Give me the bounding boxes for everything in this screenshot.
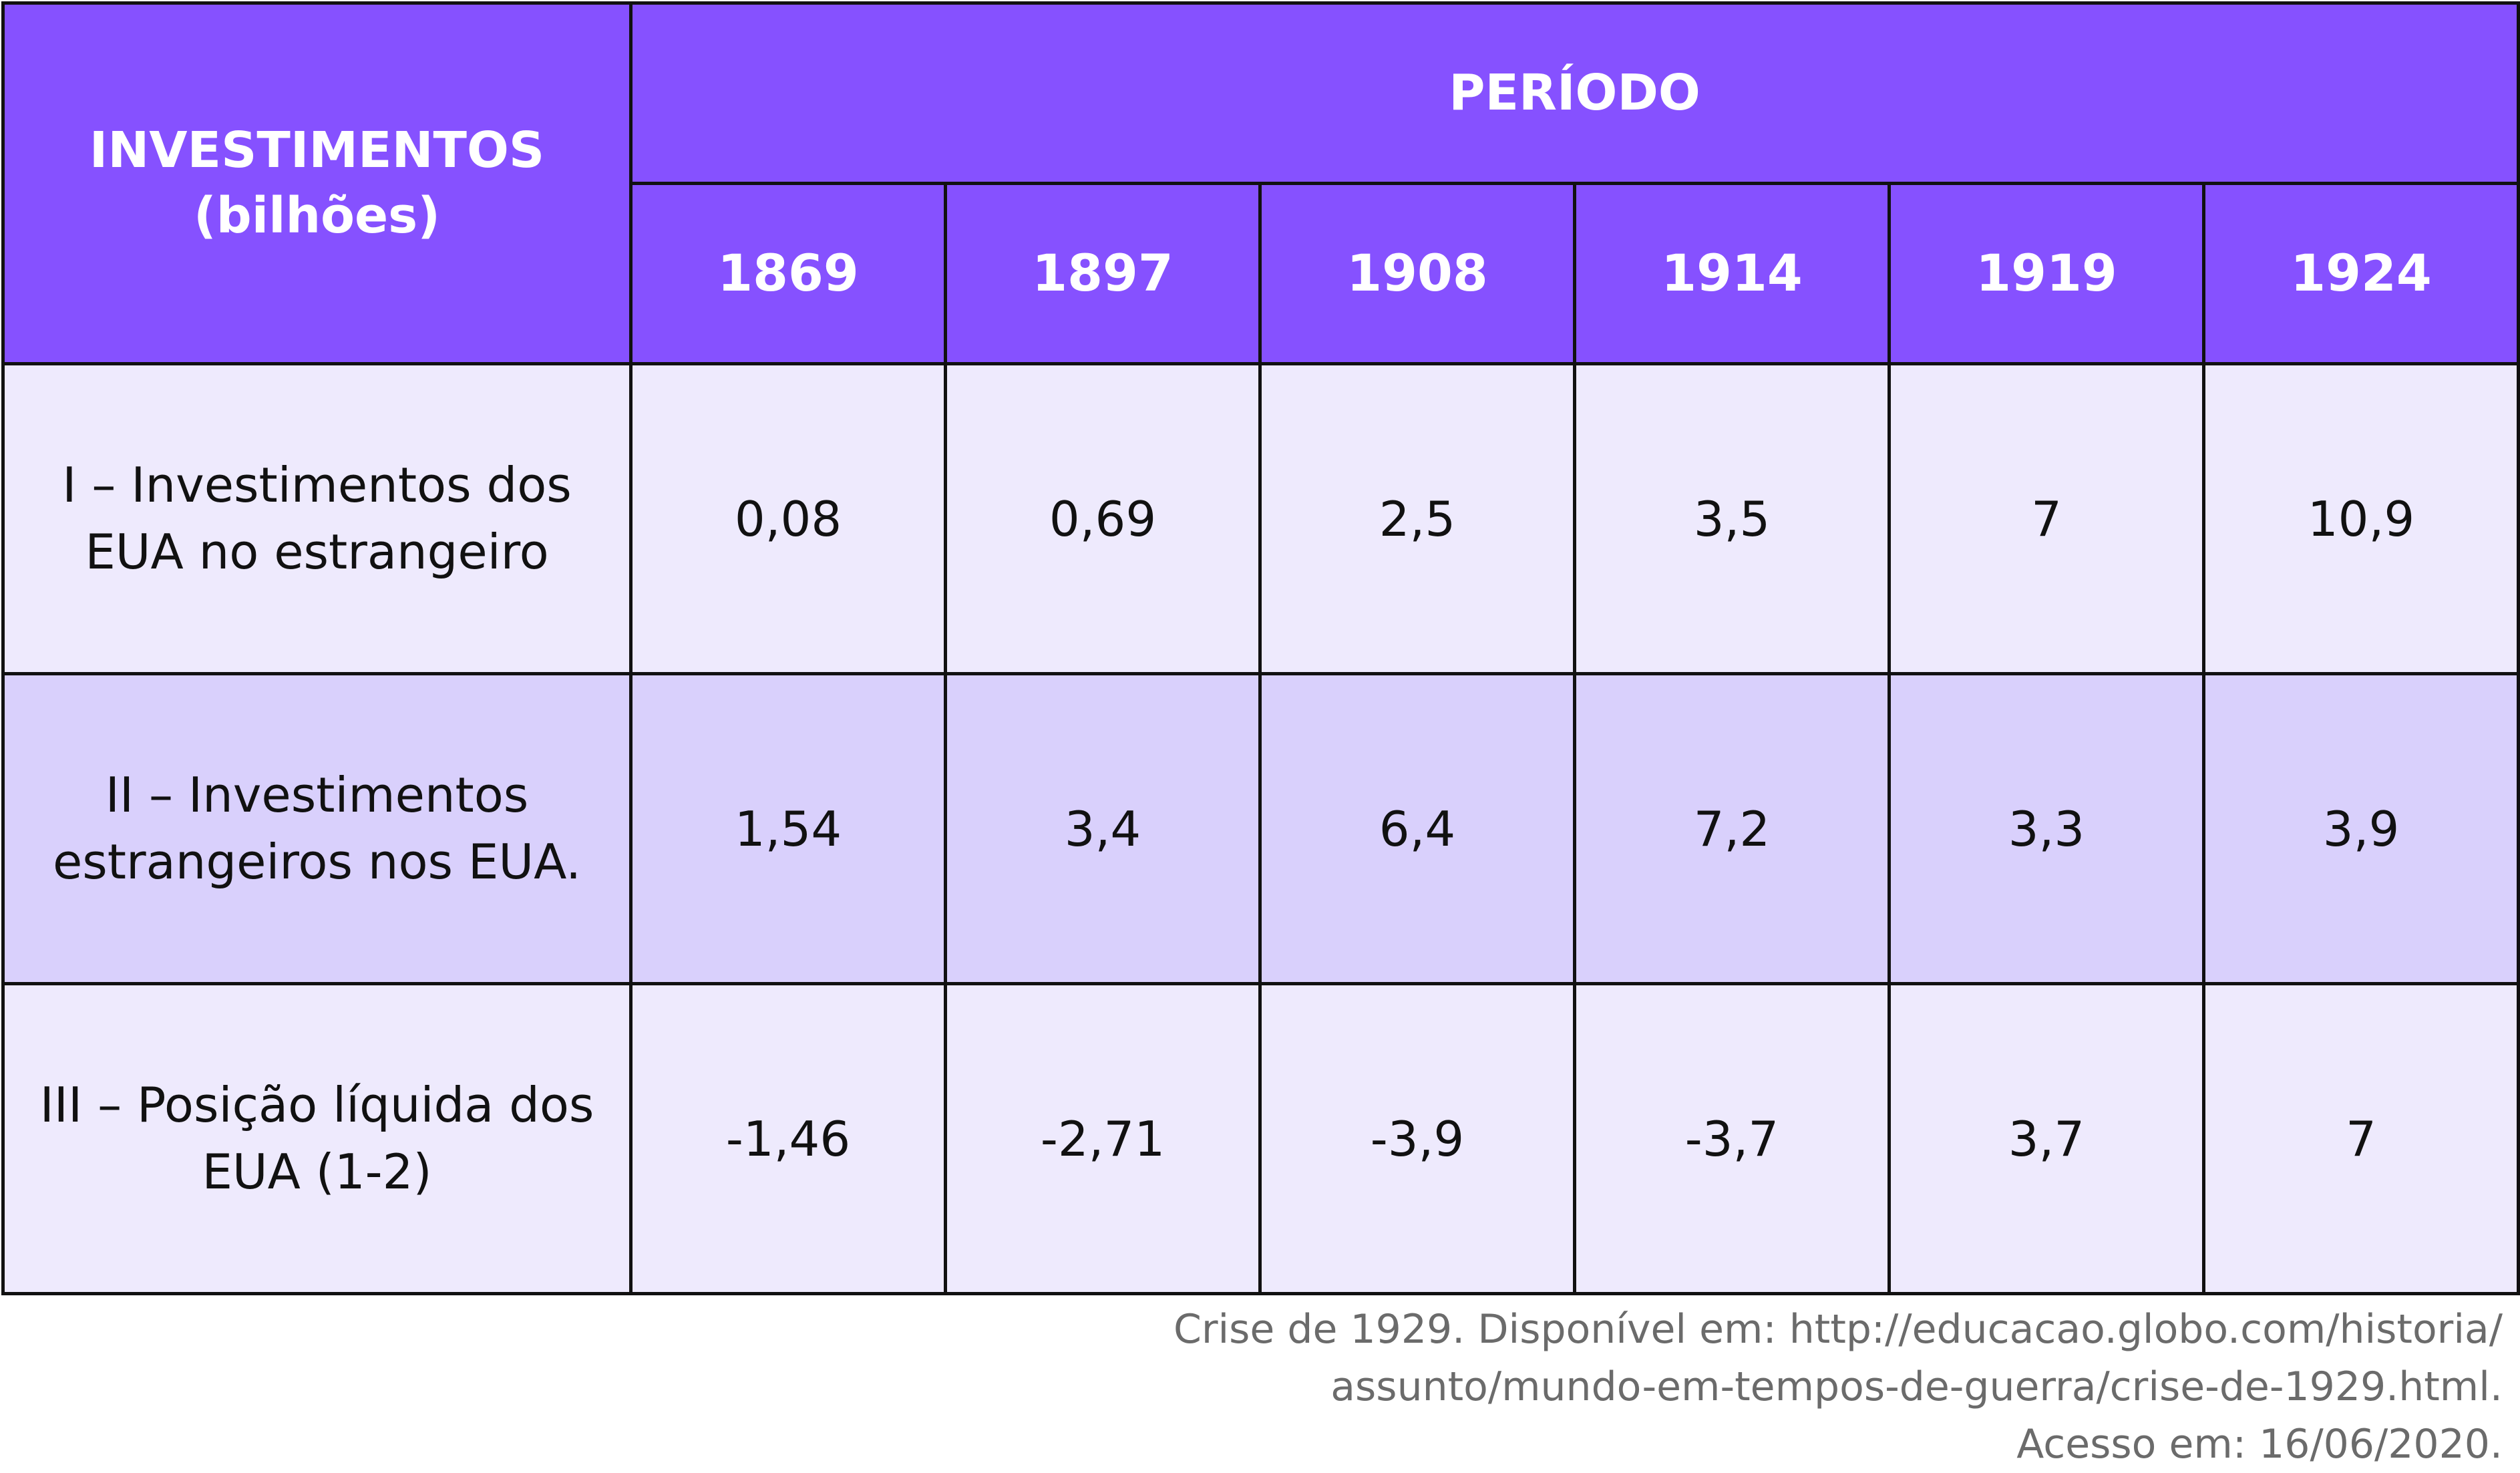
value-cell: 3,5	[1573, 362, 1891, 675]
value-cell: -3,9	[1258, 982, 1576, 1295]
value-cell: -2,71	[944, 982, 1262, 1295]
value-cell: 0,69	[944, 362, 1262, 675]
header-row-years: 1869 1897 1908 1914 1919 1924	[3, 182, 2520, 365]
header-investimentos-sublabel: (bilhões)	[193, 186, 441, 244]
year-1924: 1924	[2201, 182, 2520, 365]
row-label: III – Posição líquida dos EUA (1-2)	[1, 982, 633, 1295]
source-citation: Crise de 1929. Disponível em: http://edu…	[766, 1301, 2503, 1473]
value-cell: 2,5	[1258, 362, 1576, 675]
table-row: II – Investimentos estrangeiros nos EUA.…	[1, 672, 2520, 985]
header-row-period: INVESTIMENTOS (bilhões) PERÍODO	[1, 1, 2520, 365]
source-line-2: assunto/mundo-em-tempos-de-guerra/crise-…	[1330, 1363, 2503, 1410]
value-cell: 3,9	[2201, 672, 2520, 985]
value-cell: 7	[1887, 362, 2205, 675]
value-cell: 10,9	[2201, 362, 2520, 675]
header-investimentos: INVESTIMENTOS (bilhões)	[1, 1, 633, 365]
value-cell: 7	[2201, 982, 2520, 1295]
value-cell: 7,2	[1573, 672, 1891, 985]
year-1914: 1914	[1573, 182, 1891, 365]
row-label-line1: I – Investimentos dos	[62, 457, 572, 514]
value-cell: 1,54	[629, 672, 947, 985]
header-investimentos-label: INVESTIMENTOS	[89, 121, 545, 179]
value-cell: 3,3	[1887, 672, 2205, 985]
value-cell: -1,46	[629, 982, 947, 1295]
row-label: II – Investimentos estrangeiros nos EUA.	[1, 672, 633, 985]
row-label-line1: III – Posição líquida dos	[39, 1077, 594, 1134]
table-row: I – Investimentos dos EUA no estrangeiro…	[1, 362, 2520, 675]
row-label-line2: EUA no estrangeiro	[85, 523, 549, 580]
value-cell: 0,08	[629, 362, 947, 675]
year-1908: 1908	[1258, 182, 1576, 365]
value-cell: 6,4	[1258, 672, 1576, 985]
row-label-line2: EUA (1-2)	[202, 1143, 432, 1200]
source-line-3: Acesso em: 16/06/2020.	[2016, 1420, 2503, 1468]
table-row: III – Posição líquida dos EUA (1-2) -1,4…	[1, 982, 2520, 1295]
header-periodo: PERÍODO	[628, 1, 2520, 185]
source-line-1: Crise de 1929. Disponível em: http://edu…	[1173, 1306, 2503, 1353]
row-label: I – Investimentos dos EUA no estrangeiro	[1, 362, 633, 675]
investments-table: INVESTIMENTOS (bilhões) PERÍODO 1869 189…	[1, 1, 2520, 1295]
year-1919: 1919	[1887, 182, 2205, 365]
row-label-line1: II – Investimentos	[105, 767, 529, 824]
year-1897: 1897	[944, 182, 1262, 365]
value-cell: 3,7	[1887, 982, 2205, 1295]
value-cell: -3,7	[1573, 982, 1891, 1295]
row-label-line2: estrangeiros nos EUA.	[52, 833, 581, 890]
value-cell: 3,4	[944, 672, 1262, 985]
year-1869: 1869	[629, 182, 947, 365]
